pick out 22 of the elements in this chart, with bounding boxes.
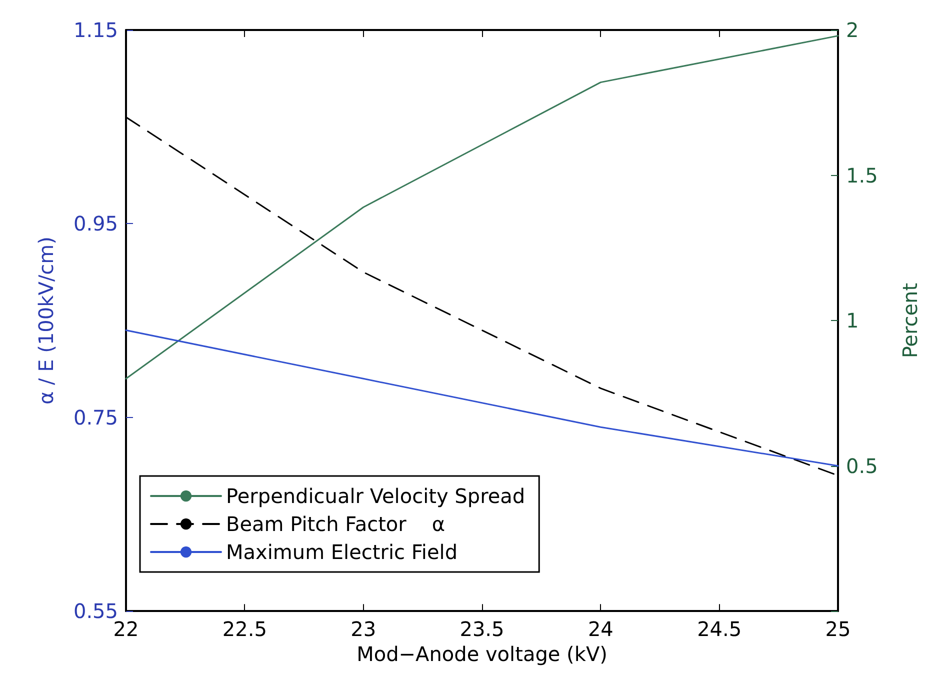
x-tick-label: 24.5 (697, 617, 742, 642)
x-tick-label: 24 (588, 617, 614, 642)
legend-label: Perpendicualr Velocity Spread (226, 484, 526, 508)
x-tick-label: 23 (350, 617, 376, 642)
y2-tick-label: 1.5 (846, 163, 878, 188)
y-tick-label: 0.95 (73, 212, 118, 236)
line-series (125, 35, 839, 380)
legend-label: Maximum Electric Field (226, 540, 458, 564)
y-axis-title: α / E (100kV/cm) (34, 236, 58, 404)
y2-tick-label: 1 (846, 308, 859, 333)
line-series (125, 329, 839, 467)
legend-label: Beam Pitch Factor α (226, 512, 446, 536)
x-tick-label: 22.5 (222, 617, 267, 642)
x-tick-label: 25 (825, 617, 851, 642)
y2-tick-label: 2 (846, 18, 859, 42)
y-tick-label: 0.75 (73, 405, 118, 430)
x-tick-label: 23.5 (460, 617, 504, 642)
x-axis-title: Mod−Anode voltage (kV) (356, 642, 608, 666)
x-tick-label: 22 (113, 617, 139, 642)
y2-axis-title: Percent (898, 282, 922, 358)
y-tick-label: 1.15 (73, 18, 118, 42)
y2-tick-label: 0.5 (846, 454, 878, 478)
